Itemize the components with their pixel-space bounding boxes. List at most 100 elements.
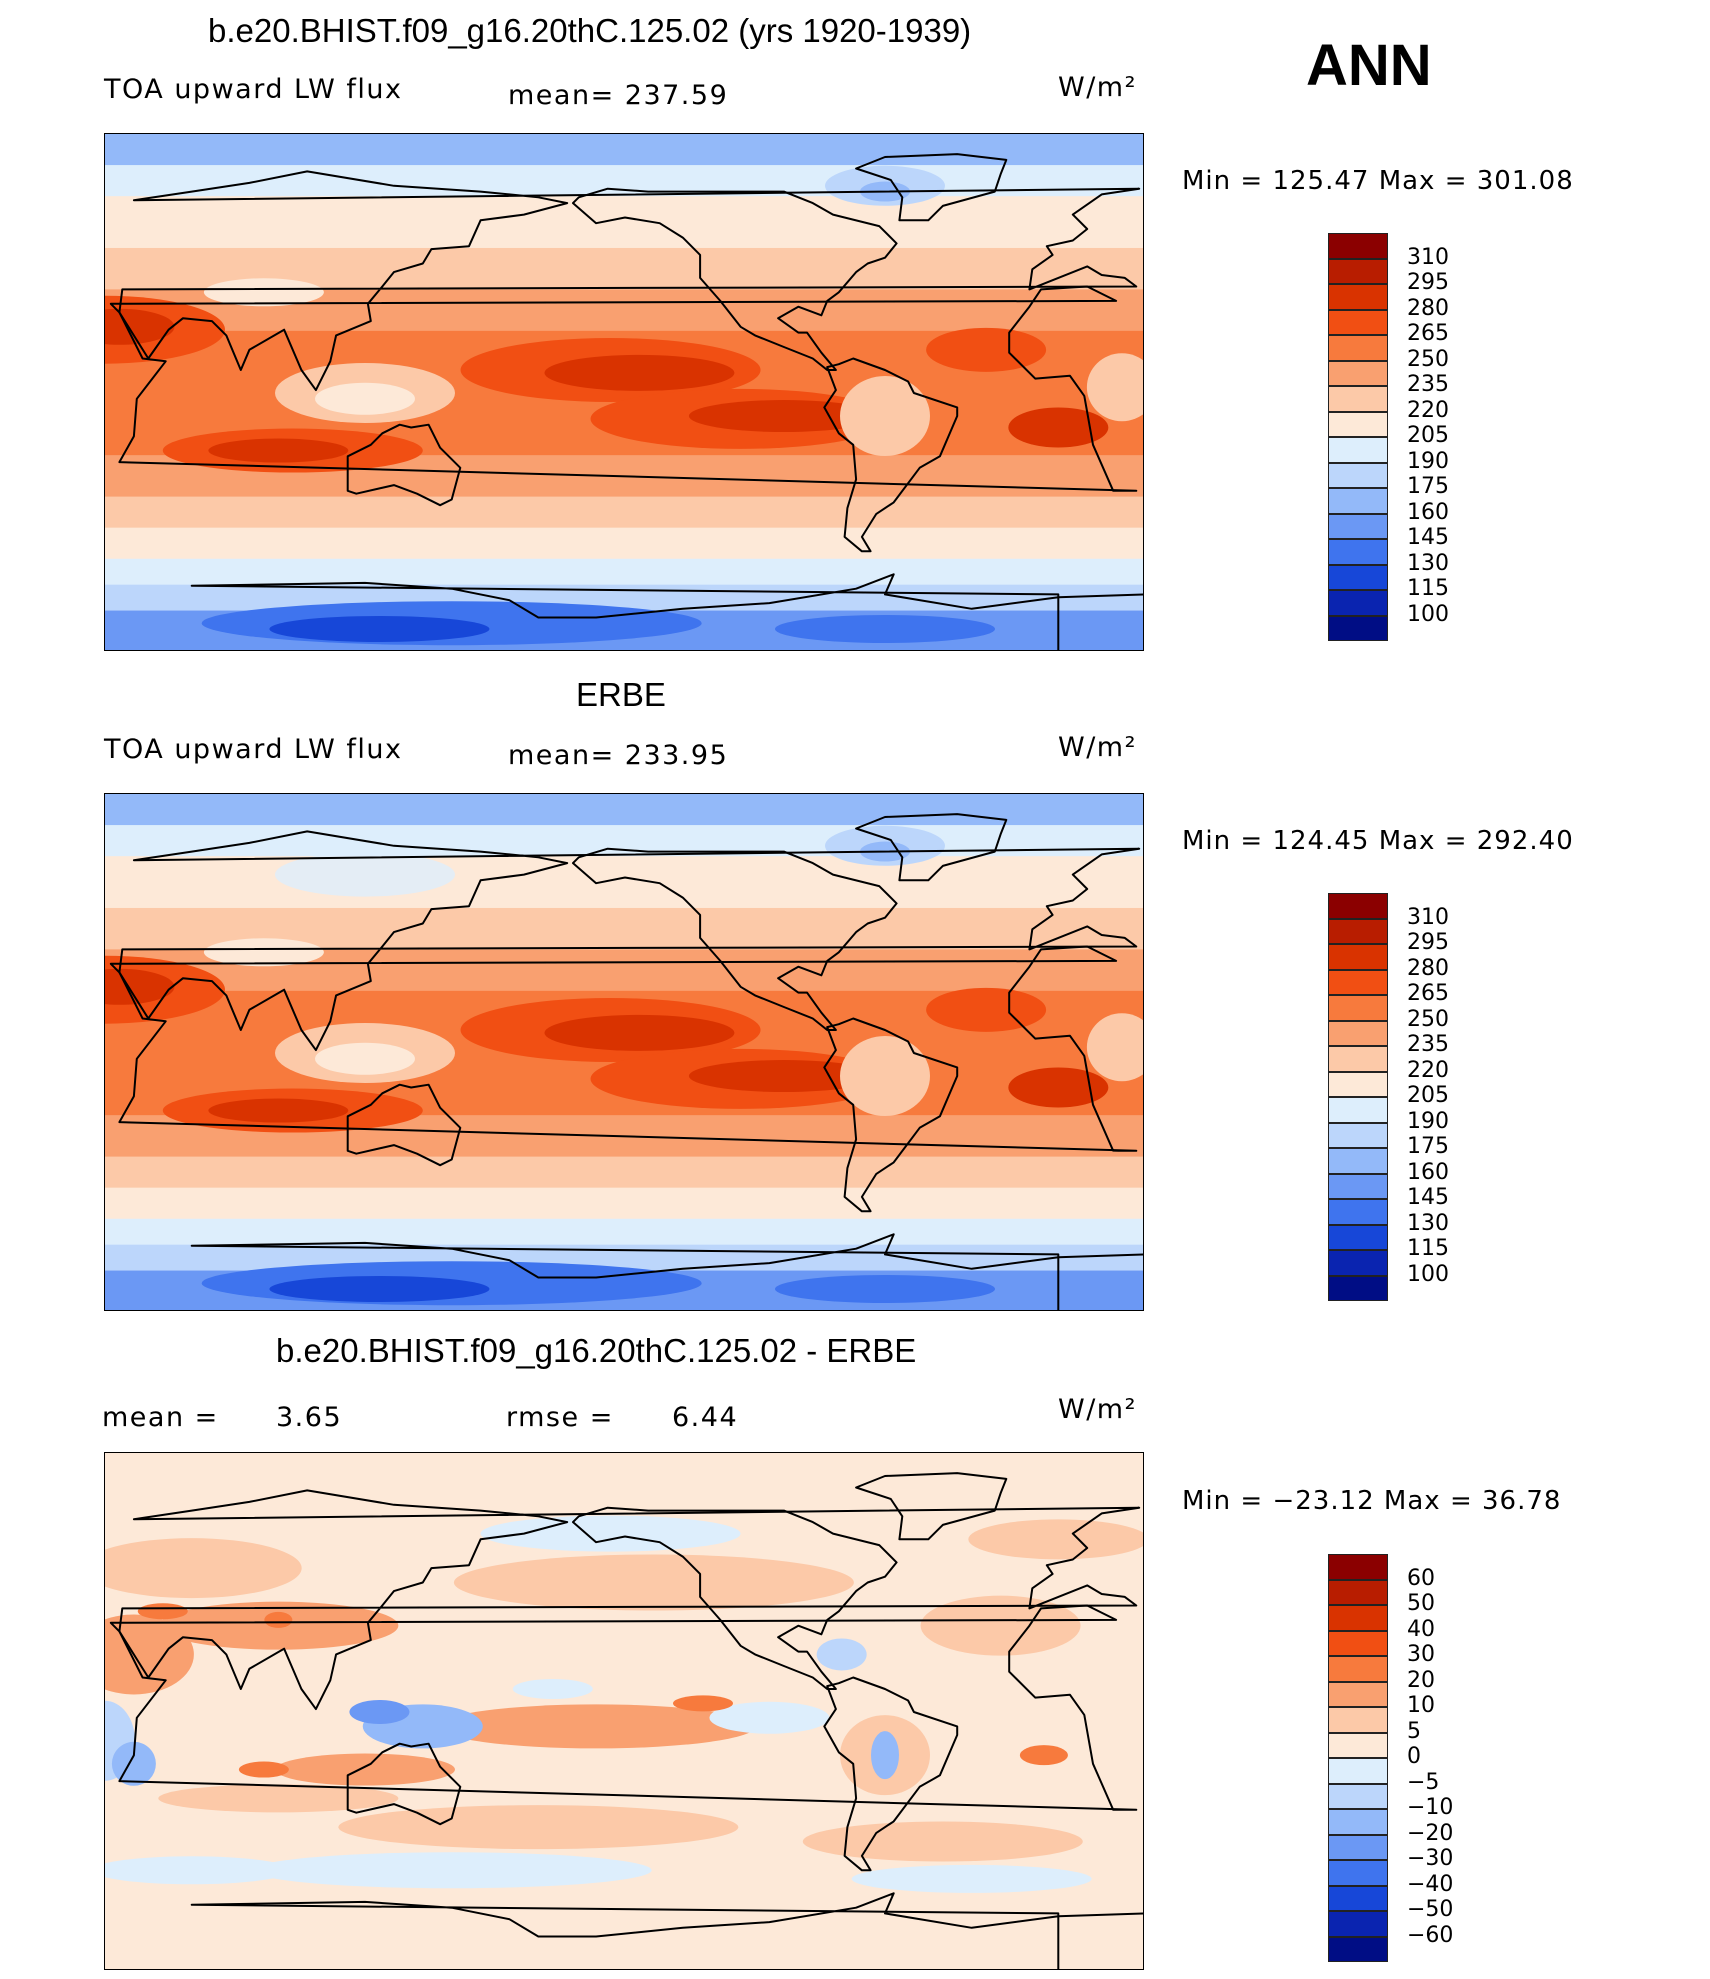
colorbar-tick-label: 115 <box>1407 576 1449 601</box>
colorbar-swatch <box>1328 1224 1388 1250</box>
colorbar-tick-label: 5 <box>1407 1718 1421 1744</box>
colorbar-swatch <box>1328 539 1388 565</box>
panel-obs-variable: TOA upward LW flux <box>104 734 403 765</box>
panel-diff-minmax: Min = −23.12 Max = 36.78 <box>1182 1486 1562 1516</box>
panel-diff-map <box>104 1452 1144 1970</box>
colorbar-swatch <box>1328 1783 1388 1809</box>
colorbar-tick-label: 250 <box>1407 1006 1449 1032</box>
colorbar-tick-label: 235 <box>1407 372 1449 397</box>
colorbar-tick-label: 0 <box>1407 1744 1421 1769</box>
colorbar-swatch <box>1328 1732 1388 1758</box>
colorbar-swatch <box>1328 944 1388 970</box>
colorbar-tick-label: 280 <box>1407 295 1449 321</box>
colorbar-swatch <box>1328 1122 1388 1148</box>
colorbar-tick-label: −5 <box>1407 1769 1440 1795</box>
colorbar-swatch <box>1328 1681 1388 1707</box>
colorbar-swatch <box>1328 893 1388 919</box>
colorbar-tick-label: 280 <box>1407 955 1449 981</box>
colorbar-swatch <box>1328 1809 1388 1835</box>
colorbar-tick-label: 130 <box>1407 1210 1449 1236</box>
colorbar-tick-label: 30 <box>1407 1642 1435 1667</box>
panel-obs-map <box>104 793 1144 1311</box>
colorbar-tick-label: −60 <box>1407 1922 1454 1948</box>
colorbar-swatch <box>1328 284 1388 310</box>
panel-diff-units: W/m² <box>1058 1394 1137 1425</box>
colorbar-tick-label: −50 <box>1407 1897 1454 1922</box>
colorbar-swatch <box>1328 462 1388 488</box>
colorbar-tick-label: 175 <box>1407 1134 1449 1159</box>
season-label: ANN <box>1306 33 1432 98</box>
colorbar-swatch <box>1328 918 1388 944</box>
colorbar-tick-label: 100 <box>1407 601 1449 627</box>
colorbar-swatch <box>1328 488 1388 514</box>
colorbar-tick-label: 50 <box>1407 1591 1435 1616</box>
colorbar-tick-label: 310 <box>1407 904 1449 930</box>
colorbar-tick-label: 190 <box>1407 1108 1449 1134</box>
colorbar-swatch <box>1328 233 1388 259</box>
colorbar-tick-label: 130 <box>1407 550 1449 576</box>
colorbar-swatch <box>1328 335 1388 361</box>
colorbar-swatch <box>1328 590 1388 616</box>
map-svg <box>105 134 1143 650</box>
colorbar-swatch <box>1328 1173 1388 1199</box>
colorbar-swatch <box>1328 1656 1388 1682</box>
colorbar-swatch <box>1328 1046 1388 1072</box>
panel-obs-units: W/m² <box>1058 732 1137 763</box>
colorbar-swatch <box>1328 1275 1388 1301</box>
colorbar-swatch <box>1328 615 1388 641</box>
map-svg <box>105 1453 1143 1969</box>
colorbar-tick-label: 265 <box>1407 321 1449 346</box>
colorbar-tick-label: 175 <box>1407 474 1449 499</box>
colorbar-tick-label: 10 <box>1407 1693 1435 1718</box>
colorbar-tick-label: 115 <box>1407 1236 1449 1261</box>
colorbar-swatch <box>1328 1885 1388 1911</box>
panel-obs-title: ERBE <box>576 676 666 713</box>
panel-model-title: b.e20.BHIST.f09_g16.20thC.125.02 (yrs 19… <box>208 12 972 49</box>
colorbar-swatch <box>1328 1911 1388 1937</box>
colorbar-swatch <box>1328 1758 1388 1784</box>
colorbar-swatch <box>1328 386 1388 412</box>
colorbar-tick-label: 20 <box>1407 1667 1435 1693</box>
colorbar-tick-label: 40 <box>1407 1616 1435 1642</box>
colorbar-swatch <box>1328 411 1388 437</box>
colorbar-tick-label: 295 <box>1407 270 1449 295</box>
panel-obs-minmax: Min = 124.45 Max = 292.40 <box>1182 826 1574 856</box>
colorbar-swatch <box>1328 360 1388 386</box>
colorbar-swatch <box>1328 1834 1388 1860</box>
panel-model-mean: mean= 237.59 <box>508 80 729 111</box>
colorbar-tick-label: 310 <box>1407 244 1449 270</box>
colorbar-swatch <box>1328 1707 1388 1733</box>
panel-model-map <box>104 133 1144 651</box>
colorbar-swatch <box>1328 1250 1388 1276</box>
colorbar-tick-label: 205 <box>1407 423 1449 448</box>
colorbar-tick-label: 220 <box>1407 397 1449 423</box>
colorbar-tick-label: 60 <box>1407 1565 1435 1591</box>
colorbar-tick-label: −10 <box>1407 1795 1454 1820</box>
colorbar-tick-label: −20 <box>1407 1820 1454 1846</box>
colorbar-swatch <box>1328 437 1388 463</box>
colorbar-tick-label: 205 <box>1407 1083 1449 1108</box>
colorbar-tick-label: 145 <box>1407 525 1449 550</box>
colorbar-swatch <box>1328 1936 1388 1962</box>
colorbar-tick-label: 220 <box>1407 1057 1449 1083</box>
colorbar-tick-label: −30 <box>1407 1846 1454 1871</box>
colorbar-swatch <box>1328 1860 1388 1886</box>
panel-diff-title: b.e20.BHIST.f09_g16.20thC.125.02 - ERBE <box>276 1332 917 1369</box>
colorbar-tick-label: 160 <box>1407 499 1449 525</box>
colorbar-tick-label: 145 <box>1407 1185 1449 1210</box>
panel-model-variable: TOA upward LW flux <box>104 74 403 105</box>
colorbar-tick-label: 250 <box>1407 346 1449 372</box>
colorbar-swatch <box>1328 1020 1388 1046</box>
colorbar-swatch <box>1328 1554 1388 1580</box>
colorbar-tick-label: 100 <box>1407 1261 1449 1287</box>
colorbar-tick-label: 235 <box>1407 1032 1449 1057</box>
colorbar-swatch <box>1328 1630 1388 1656</box>
colorbar-swatch <box>1328 995 1388 1021</box>
colorbar-swatch <box>1328 1097 1388 1123</box>
colorbar-tick-label: 190 <box>1407 448 1449 474</box>
colorbar-swatch <box>1328 1199 1388 1225</box>
panel-model-units: W/m² <box>1058 72 1137 103</box>
colorbar-swatch <box>1328 1579 1388 1605</box>
colorbar-swatch <box>1328 1148 1388 1174</box>
colorbar-tick-label: 265 <box>1407 981 1449 1006</box>
